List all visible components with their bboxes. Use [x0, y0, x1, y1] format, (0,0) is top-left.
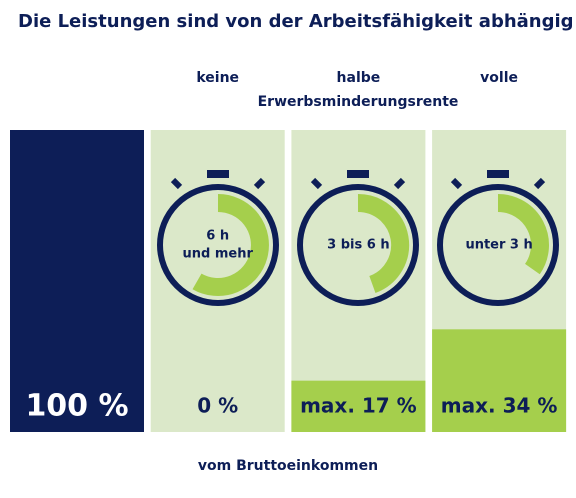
bar	[432, 329, 567, 432]
category-label: keine	[196, 70, 239, 86]
category-label: halbe	[337, 70, 381, 86]
clock-ring	[157, 184, 279, 306]
clock-tick	[533, 177, 546, 190]
clock-label: unter 3 h	[465, 238, 532, 253]
clock-tick	[393, 177, 406, 190]
clock	[437, 170, 559, 306]
value-label: 0 %	[197, 394, 238, 418]
category-label: volle	[480, 70, 518, 86]
clock-ring	[437, 184, 559, 306]
chart-title: Die Leistungen sind von der Arbeitsfähig…	[18, 11, 574, 32]
clock-arc	[357, 193, 410, 293]
clocks	[157, 170, 559, 306]
clock-arc	[192, 194, 269, 296]
footer: vom Bruttoeinkommen	[198, 458, 378, 474]
clock-label: 6 h	[206, 229, 229, 244]
clock-tick	[450, 177, 463, 190]
bar	[291, 380, 426, 432]
value-label: max. 34 %	[441, 394, 558, 418]
clock-label: 3 bis 6 h	[327, 238, 389, 253]
clock-label: und mehr	[183, 247, 254, 262]
clock-tick	[170, 177, 183, 190]
clock-tick	[253, 177, 266, 190]
value-label: max. 17 %	[300, 394, 417, 418]
clock-button	[207, 170, 229, 178]
bar	[10, 130, 144, 432]
clock-button	[347, 170, 369, 178]
value-label: 100 %	[25, 389, 128, 424]
clock	[157, 170, 279, 306]
clock-button	[487, 170, 509, 178]
subtitle: Erwerbsminderungsrente	[258, 94, 459, 110]
clock-arc	[497, 194, 549, 275]
clock	[297, 170, 419, 306]
clock-ring	[297, 184, 419, 306]
clock-tick	[310, 177, 323, 190]
